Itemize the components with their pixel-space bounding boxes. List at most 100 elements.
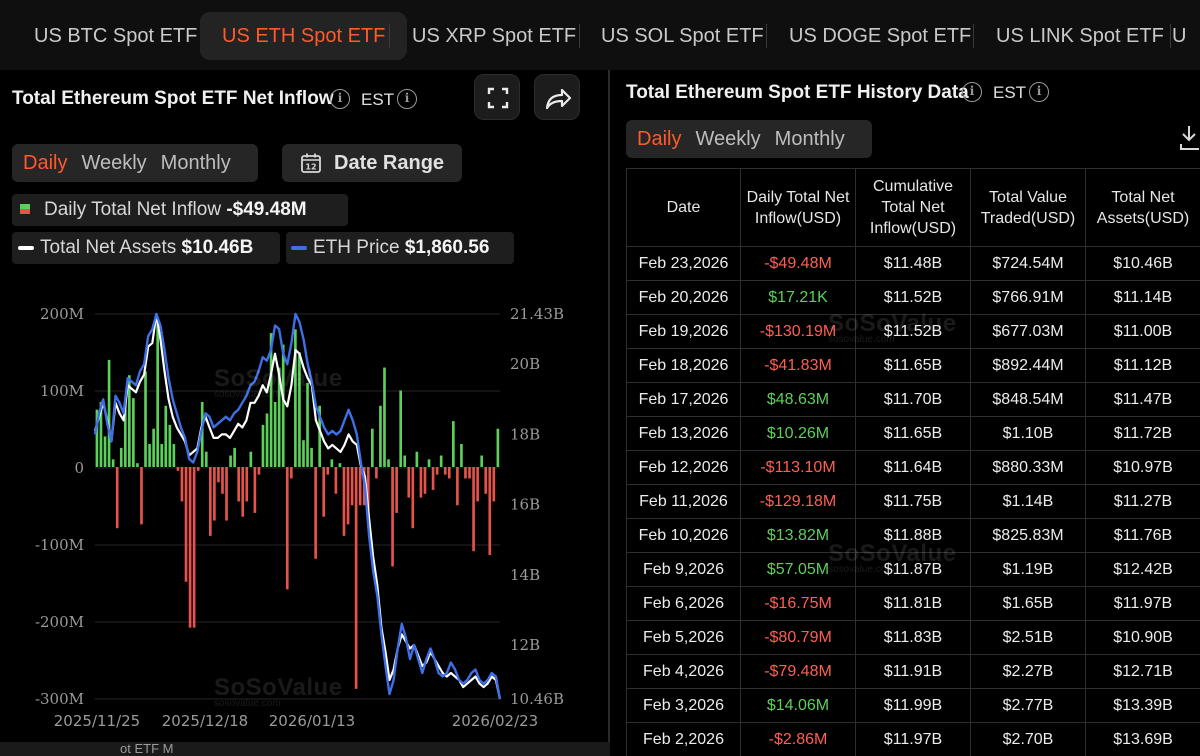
share-button[interactable] [534,74,580,120]
period-monthly[interactable]: Monthly [160,151,231,174]
inflow-bar[interactable] [221,467,224,494]
inflow-bar[interactable] [350,467,354,506]
inflow-bar[interactable] [379,405,382,467]
inflow-bar[interactable] [281,344,285,467]
inflow-bar[interactable] [338,463,342,467]
inflow-bar[interactable] [371,428,374,467]
inflow-bar[interactable] [237,467,240,502]
inflow-bar[interactable] [225,467,228,521]
inflow-bar[interactable] [411,467,415,529]
inflow-bar[interactable] [261,424,265,467]
inflow-bar[interactable] [200,401,204,467]
inflow-bar[interactable] [168,424,172,467]
legend-total-net-assets[interactable]: Total Net Assets $10.46B [12,232,280,264]
inflow-bar[interactable] [160,444,164,467]
inflow-bar[interactable] [144,371,147,467]
inflow-bar[interactable] [164,405,168,467]
inflow-bar[interactable] [492,467,496,502]
table-row[interactable]: Feb 10,2026 $13.82M $11.88B $825.83M $11.76B [626,518,1200,553]
inflow-bar[interactable] [273,401,277,467]
table-row[interactable]: Feb 2,2026 -$2.86M $11.97B $2.70B $13.69B [626,722,1200,756]
tab-us-doge-spot-etf[interactable]: US DOGE Spot ETF [789,25,972,47]
inflow-bar[interactable] [334,467,338,494]
history-period-weekly[interactable]: Weekly [695,127,761,150]
info-icon[interactable]: i [397,89,417,109]
inflow-bar[interactable] [472,467,475,552]
column-header-cumulative-net-inflow[interactable]: Cumulative Total Net Inflow(USD) [855,168,971,247]
inflow-bar[interactable] [407,467,411,498]
inflow-bar[interactable] [123,401,127,467]
inflow-bar[interactable] [184,467,188,582]
info-icon[interactable]: i [1029,82,1049,102]
period-weekly[interactable]: Weekly [81,151,147,174]
inflow-bar[interactable] [229,455,232,467]
inflow-bar[interactable] [375,467,378,479]
inflow-bar[interactable] [399,390,402,468]
column-header-total-value-traded[interactable]: Total Value Traded(USD) [970,168,1086,247]
inflow-bar[interactable] [245,467,249,502]
inflow-bar[interactable] [180,467,184,502]
inflow-bar[interactable] [342,467,346,536]
tab-us-btc-spot-etf[interactable]: US BTC Spot ETF [34,25,198,47]
info-icon[interactable]: i [962,82,982,102]
table-row[interactable]: Feb 18,2026 -$41.83M $11.65B $892.44M $11.12… [626,348,1200,383]
inflow-bar[interactable] [152,428,155,467]
inflow-bar[interactable] [314,467,317,559]
inflow-bar[interactable] [119,447,123,467]
tab-us-link-spot-etf[interactable]: US LINK Spot ETF [996,25,1164,47]
inflow-bar[interactable] [496,428,500,467]
inflow-bar[interactable] [326,467,330,475]
inflow-bar[interactable] [484,467,488,494]
legend-daily-inflow[interactable]: Daily Total Net Inflow -$49.48M [12,194,348,226]
inflow-bar[interactable] [358,467,362,506]
inflow-bar[interactable] [103,436,107,467]
inflow-bar[interactable] [415,451,419,467]
tab-us-eth-spot-etf[interactable]: US ETH Spot ETF [200,12,408,60]
table-row[interactable]: Feb 13,2026 $10.26M $11.65B $1.10B $11.72B [626,416,1200,451]
inflow-bar[interactable] [480,455,483,467]
inflow-bar[interactable] [192,467,196,628]
inflow-bar[interactable] [464,467,467,479]
inflow-bar[interactable] [476,467,479,502]
inflow-bar[interactable] [217,467,220,483]
inflow-bar[interactable] [107,359,111,467]
inflow-bar[interactable] [403,455,407,467]
inflow-bar[interactable] [330,459,334,467]
inflow-bar[interactable] [233,447,236,467]
inflow-bar[interactable] [452,421,455,467]
inflow-bar[interactable] [439,455,443,467]
inflow-bar[interactable] [285,467,289,590]
inflow-bar[interactable] [99,401,103,467]
inflow-bar[interactable] [322,467,326,517]
inflow-bar[interactable] [443,467,447,475]
inflow-bar[interactable] [447,467,451,479]
eth-price-line[interactable] [93,312,502,700]
inflow-bar[interactable] [427,459,431,467]
table-row[interactable]: Feb 12,2026 -$113.10M $11.64B $880.33M $10.9… [626,450,1200,485]
inflow-bar[interactable] [346,467,350,525]
inflow-bar[interactable] [148,444,151,467]
inflow-bar[interactable] [431,467,435,490]
inflow-bar[interactable] [294,329,297,467]
inflow-bar[interactable] [204,451,208,467]
inflow-bar[interactable] [136,463,139,467]
inflow-bar[interactable] [423,467,427,494]
inflow-bar[interactable] [387,459,390,467]
inflow-bar[interactable] [176,467,180,471]
inflow-bar[interactable] [310,447,313,467]
inflow-bar[interactable] [306,382,309,467]
download-icon[interactable] [1178,124,1200,152]
inflow-bar[interactable] [132,398,135,467]
table-row[interactable]: Feb 4,2026 -$79.48M $11.91B $2.27B $12.71B [626,654,1200,689]
fullscreen-button[interactable] [474,74,520,120]
inflow-bar[interactable] [395,467,398,513]
inflow-bar[interactable] [460,444,463,467]
inflow-bar[interactable] [298,352,301,467]
inflow-bar[interactable] [213,467,216,521]
inflow-bar[interactable] [456,467,459,506]
inflow-bar[interactable] [277,367,281,467]
column-header-daily-net-inflow[interactable]: Daily Total Net Inflow(USD) [740,168,856,247]
inflow-bar[interactable] [115,467,119,529]
inflow-bar[interactable] [249,451,253,467]
inflow-bar[interactable] [95,409,99,467]
